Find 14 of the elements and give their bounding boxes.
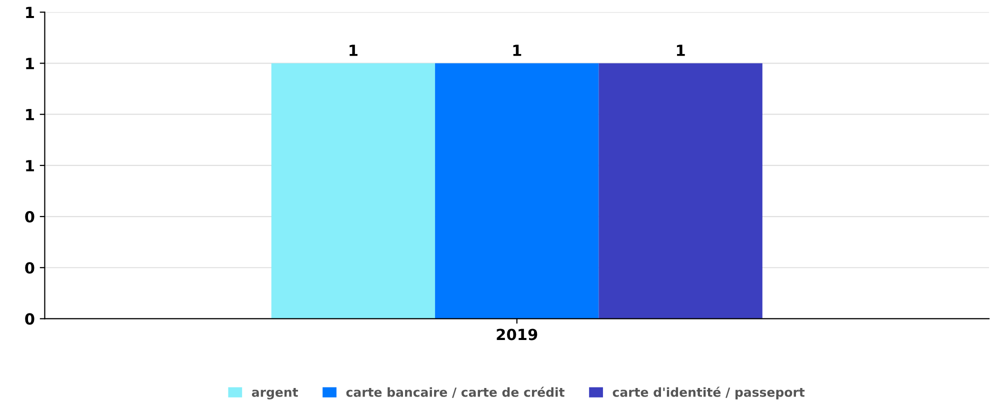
legend-label: carte bancaire / carte de crédit [346,386,564,398]
x-tick-label: 2019 [496,328,538,340]
y-tick-label: 0 [25,211,34,223]
legend-label: argent [252,388,298,400]
legend-label: carte d'identité / passeport [612,386,805,400]
y-tick-label: 1 [26,109,34,120]
data-label: 1 [676,44,685,56]
y-tick-label: 1 [26,58,34,70]
data-label: 1 [350,44,358,56]
y-tick-label: 0 [25,313,34,325]
y-tick-label: 0 [25,262,34,274]
data-label: 1 [513,44,522,56]
y-tick-label: 1 [26,6,34,18]
y-tick-label: 1 [26,160,34,172]
